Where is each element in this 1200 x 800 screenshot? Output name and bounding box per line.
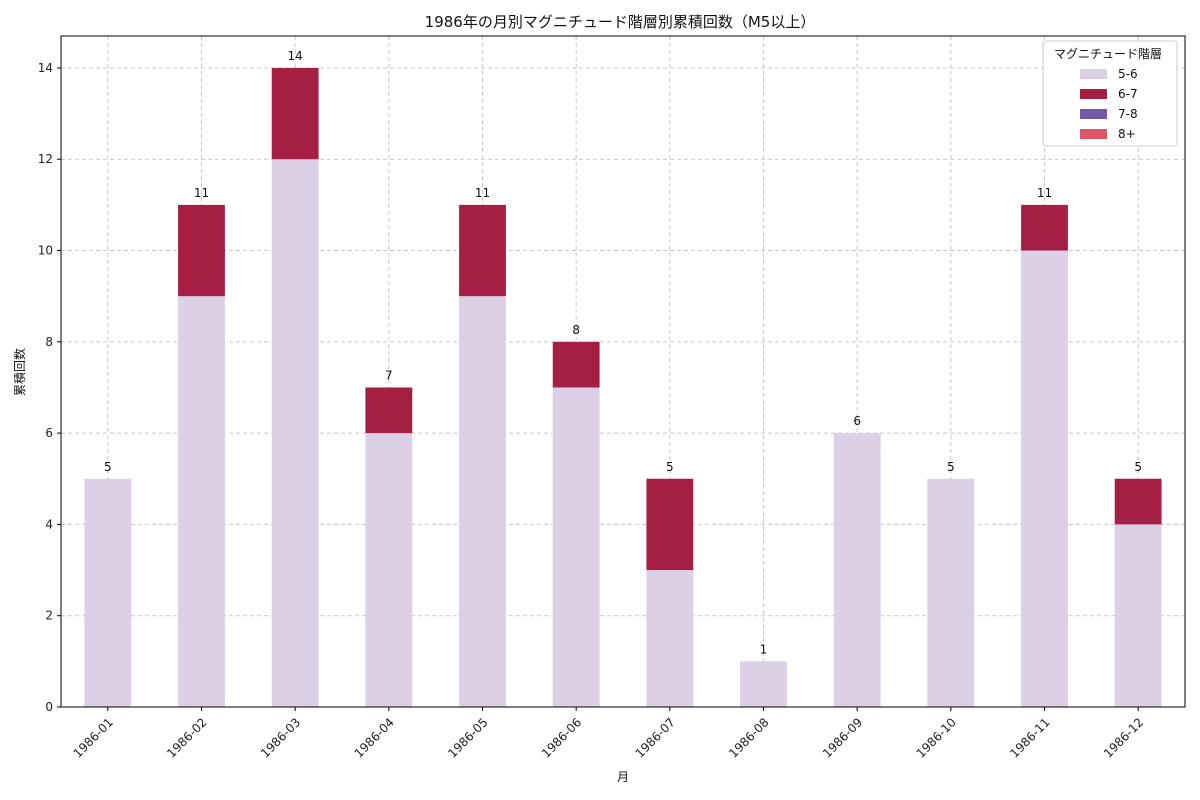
x-tick-label: 1986-02 <box>164 715 209 760</box>
bar-segment-6-7-1986-02 <box>178 204 225 297</box>
bars <box>84 67 1162 708</box>
legend-title: マグニチュード階層 <box>1054 46 1162 61</box>
bar-segment-6-7-1986-12 <box>1114 478 1162 525</box>
y-tick-label: 12 <box>38 152 53 166</box>
total-label-1986-04: 7 <box>385 368 393 382</box>
bar-segment-5-6-1986-06 <box>552 387 600 707</box>
x-tick-label: 1986-04 <box>352 715 397 760</box>
bar-segment-5-6-1986-11 <box>1021 250 1068 707</box>
x-tick-label: 1986-09 <box>820 715 865 760</box>
bar-segment-5-6-1986-01 <box>84 478 132 707</box>
total-label-1986-10: 5 <box>947 460 955 474</box>
total-label-1986-08: 1 <box>760 642 768 656</box>
legend-swatch-8+ <box>1080 129 1107 139</box>
total-label-1986-01: 5 <box>104 460 112 474</box>
plot-frame <box>60 35 1186 708</box>
legend-label-5-6: 5-6 <box>1118 67 1138 81</box>
legend-swatch-6-7 <box>1080 89 1107 99</box>
total-label-1986-05: 11 <box>475 186 490 200</box>
bar-segment-5-6-1986-04 <box>365 433 413 707</box>
y-tick-label: 8 <box>45 335 53 349</box>
bar-segment-5-6-1986-12 <box>1114 524 1162 707</box>
legend-label-8+: 8+ <box>1118 127 1136 141</box>
x-tick-label: 1986-05 <box>445 715 490 760</box>
total-label-1986-12: 5 <box>1134 460 1142 474</box>
chart-title: 1986年の月別マグニチュード階層別累積回数（M5以上） <box>425 13 816 31</box>
x-tick-label: 1986-12 <box>1101 715 1146 760</box>
bar-segment-5-6-1986-02 <box>178 296 225 707</box>
total-label-1986-09: 6 <box>853 414 861 428</box>
x-tick-label: 1986-06 <box>539 715 584 760</box>
x-axis-label: 月 <box>617 770 629 784</box>
bar-segment-5-6-1986-09 <box>833 433 881 707</box>
y-tick-label: 0 <box>45 700 53 714</box>
legend-swatch-5-6 <box>1080 69 1107 79</box>
legend-box <box>1042 40 1178 147</box>
bar-segment-6-7-1986-03 <box>271 67 319 160</box>
total-label-1986-03: 14 <box>288 49 303 63</box>
bar-segment-6-7-1986-04 <box>365 387 413 434</box>
x-tick-label: 1986-08 <box>726 715 771 760</box>
bar-segment-5-6-1986-05 <box>459 296 506 707</box>
legend-label-6-7: 6-7 <box>1118 87 1138 101</box>
bar-segment-6-7-1986-07 <box>646 478 694 571</box>
y-tick-label: 6 <box>45 426 53 440</box>
bar-segment-6-7-1986-06 <box>552 341 600 388</box>
y-tick-label: 4 <box>45 517 53 531</box>
bar-segment-5-6-1986-03 <box>271 159 319 708</box>
total-label-1986-07: 5 <box>666 460 674 474</box>
bar-segment-5-6-1986-08 <box>740 661 787 707</box>
legend-swatch-7-8 <box>1080 109 1107 119</box>
y-tick-label: 2 <box>45 609 53 623</box>
grid <box>61 36 1185 708</box>
data-labels: 5 11 14 7 11 8 5 1 6 5 11 5 <box>104 49 1142 656</box>
legend: マグニチュード階層 5-6 6-7 7-8 8+ <box>1042 40 1178 147</box>
bar-segment-5-6-1986-07 <box>646 570 694 707</box>
x-tick-label: 1986-10 <box>914 715 959 760</box>
bar-segment-5-6-1986-10 <box>927 478 975 707</box>
total-label-1986-06: 8 <box>572 323 580 337</box>
bar-segment-6-7-1986-05 <box>459 204 506 297</box>
legend-label-7-8: 7-8 <box>1118 107 1138 121</box>
bar-segment-6-7-1986-11 <box>1021 204 1068 251</box>
total-label-1986-02: 11 <box>194 186 209 200</box>
y-axis-label: 累積回数 <box>12 348 27 396</box>
y-tick-label: 14 <box>38 61 53 75</box>
y-tick-label: 10 <box>38 244 53 258</box>
x-tick-label: 1986-11 <box>1007 715 1052 760</box>
total-label-1986-11: 11 <box>1037 186 1052 200</box>
x-tick-label: 1986-03 <box>258 715 303 760</box>
x-tick-label: 1986-07 <box>633 715 678 760</box>
x-tick-label: 1986-01 <box>71 715 116 760</box>
